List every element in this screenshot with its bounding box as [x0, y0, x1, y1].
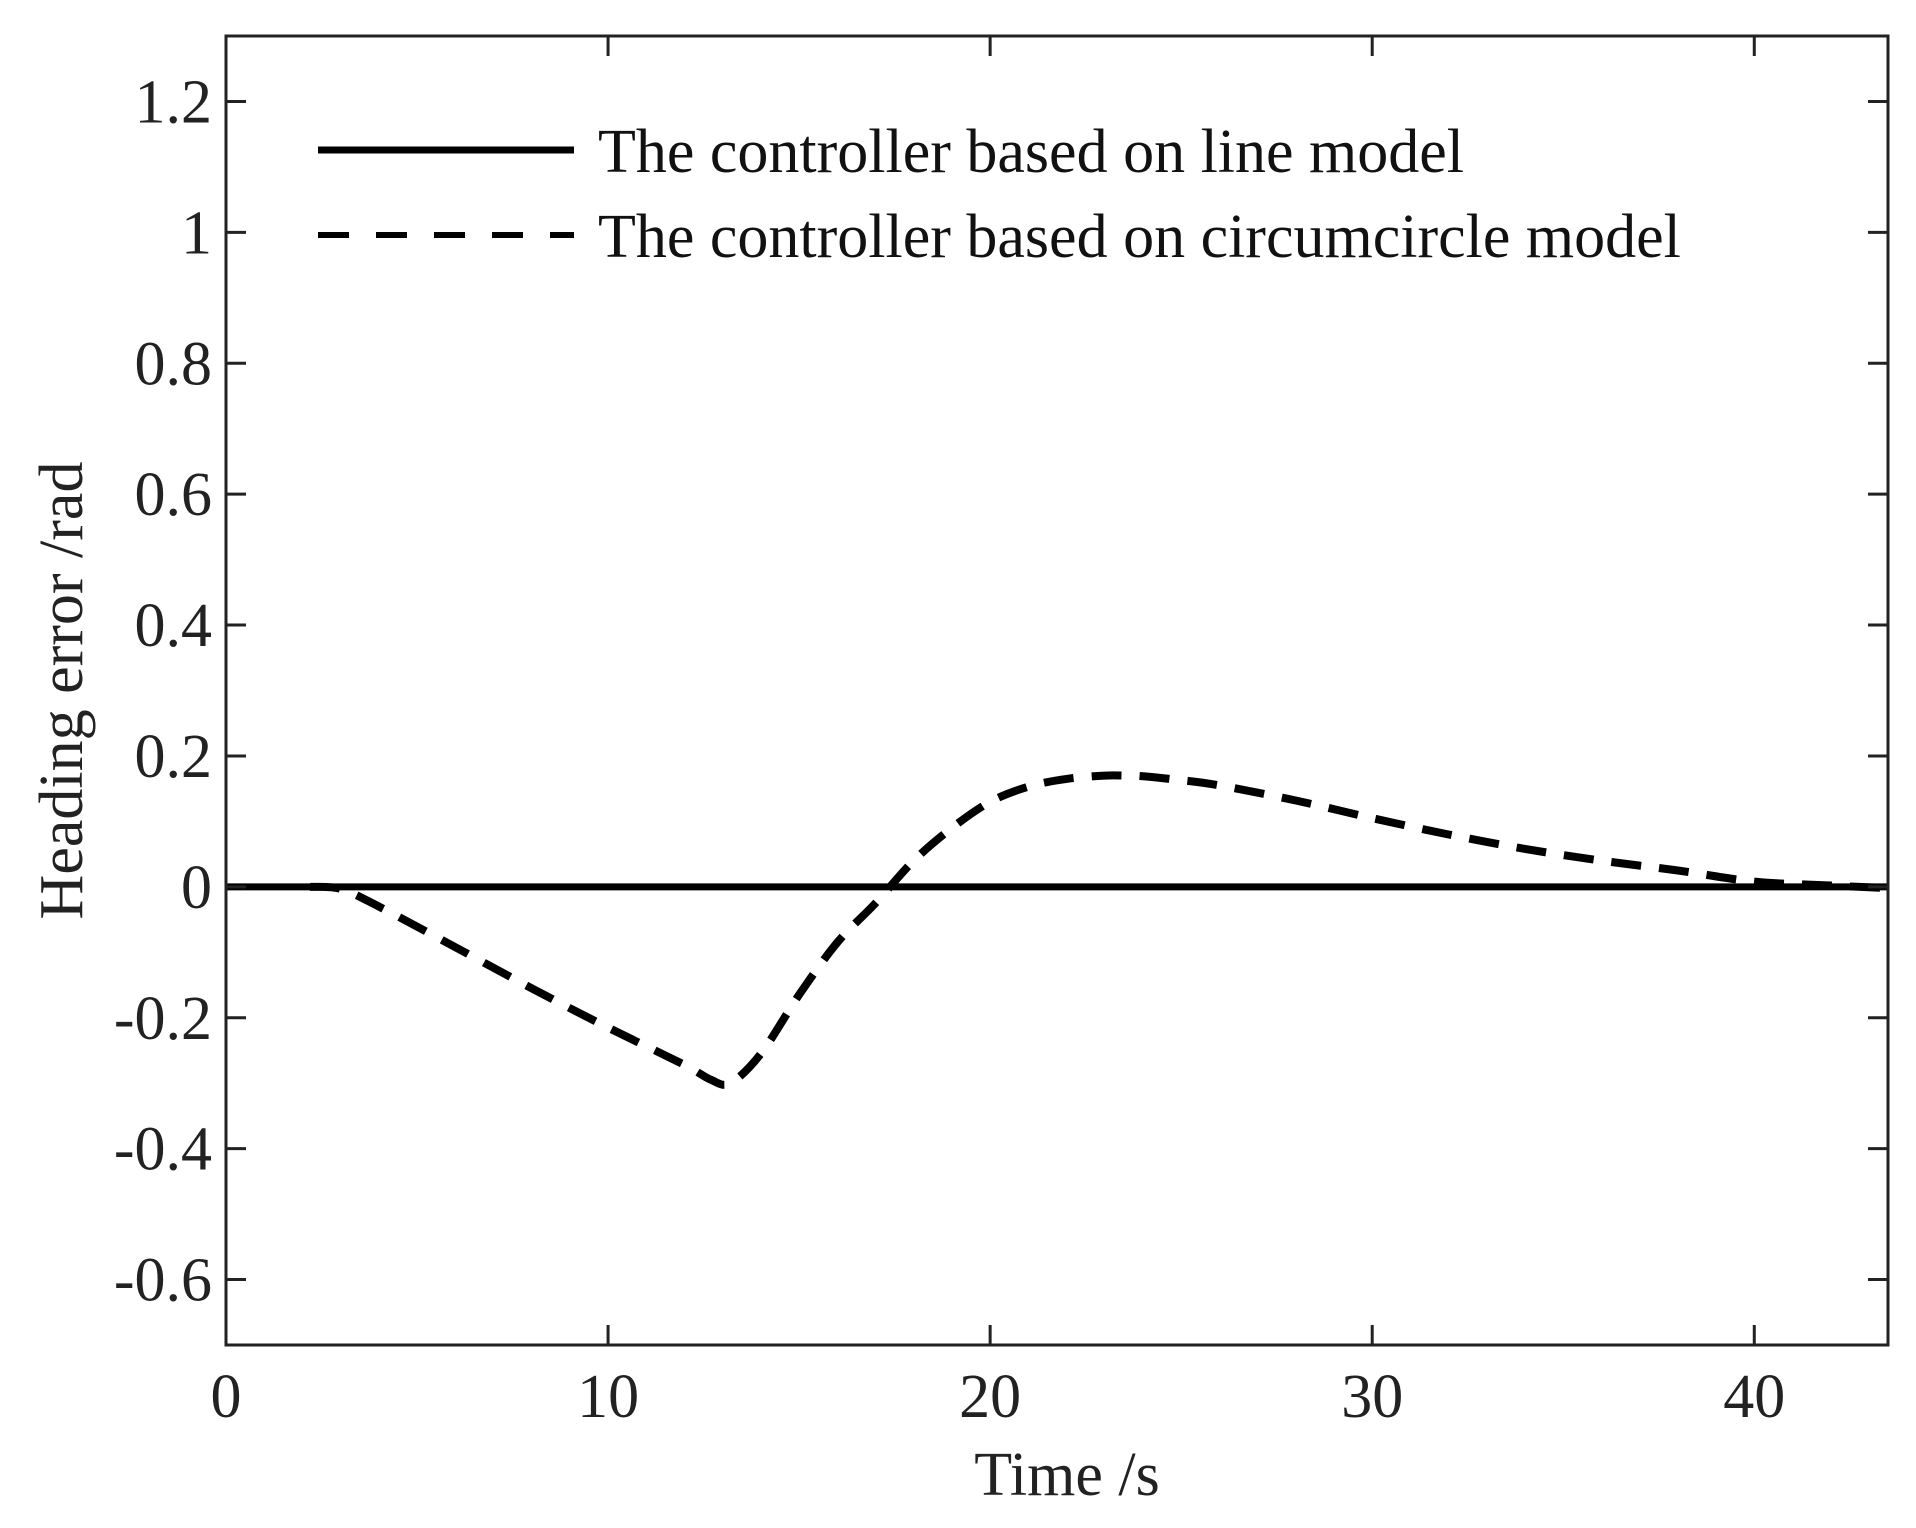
y-tick-label: 0.2	[135, 723, 213, 791]
x-tick-label: 40	[1723, 1363, 1785, 1431]
legend: The controller based on line model The co…	[318, 118, 1681, 271]
y-axis-label: Heading error /rad	[28, 462, 96, 920]
legend-label: The controller based on circumcircle mod…	[598, 203, 1681, 271]
x-tick-label: 10	[577, 1363, 639, 1431]
x-tick-label: 0	[211, 1363, 242, 1431]
y-tick-label: 1	[181, 199, 212, 267]
x-tick-label: 30	[1341, 1363, 1403, 1431]
plot-frame	[224, 34, 1890, 1347]
x-axis-label: Time /s	[974, 1441, 1160, 1509]
x-tick-label: 20	[959, 1363, 1021, 1431]
y-tick-label: 0.4	[135, 592, 213, 660]
legend-label: The controller based on line model	[598, 118, 1464, 186]
tick-layer: 0 10 20 30 40 -0.6 -0.4 -0.2 0 0.2 0.4 0.6 0.8 1 1.2	[114, 36, 1888, 1431]
y-tick-label: 0	[181, 854, 212, 922]
y-tick-label: -0.2	[114, 985, 212, 1053]
y-tick-label: -0.4	[114, 1116, 212, 1184]
y-tick-label: -0.6	[114, 1247, 212, 1315]
y-tick-label: 0.8	[135, 330, 213, 398]
y-tick-label: 1.2	[135, 68, 213, 136]
y-tick-label: 0.6	[135, 461, 213, 529]
series-layer	[226, 771, 1888, 1089]
series-line-circumcircle-model	[309, 771, 1888, 1089]
